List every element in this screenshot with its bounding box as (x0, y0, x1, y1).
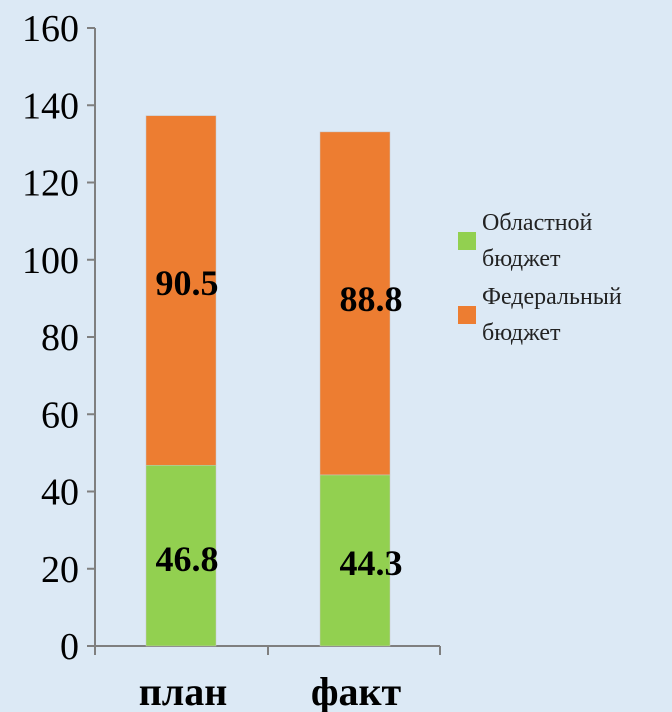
bar-segment (319, 131, 391, 476)
chart-legend: Областной бюджет Федеральный бюджет (458, 210, 622, 346)
data-label: 90.5 (156, 263, 219, 303)
x-category-label: факт (311, 669, 402, 712)
y-tick-label: 40 (41, 472, 79, 514)
bar-segment (145, 464, 217, 647)
y-tick-label: 20 (41, 549, 79, 591)
legend-swatch (458, 232, 476, 250)
bar-segment (319, 474, 391, 647)
y-tick-label: 80 (41, 317, 79, 359)
y-tick-label: 160 (22, 8, 79, 50)
chart-bars: 46.8 90.5 44.3 88.8 (145, 115, 403, 647)
y-tick-label: 100 (22, 240, 79, 282)
x-category-label: план (139, 669, 228, 712)
y-tick-label: 60 (41, 394, 79, 436)
x-axis-categories: план факт (139, 669, 402, 712)
legend-swatch (458, 306, 476, 324)
y-tick-label: 120 (22, 163, 79, 205)
data-label: 88.8 (340, 279, 403, 319)
legend-label: Областной (482, 210, 593, 236)
legend-label: бюджет (482, 246, 561, 272)
data-label: 46.8 (156, 539, 219, 579)
legend-label: бюджет (482, 320, 561, 346)
y-tick-label: 0 (60, 626, 79, 668)
y-axis-ticks: 0 20 40 60 80 100 120 140 160 (22, 8, 441, 668)
data-label: 44.3 (340, 543, 403, 583)
bar-segment (145, 115, 217, 466)
y-tick-label: 140 (22, 85, 79, 127)
legend-label: Федеральный (482, 284, 622, 310)
